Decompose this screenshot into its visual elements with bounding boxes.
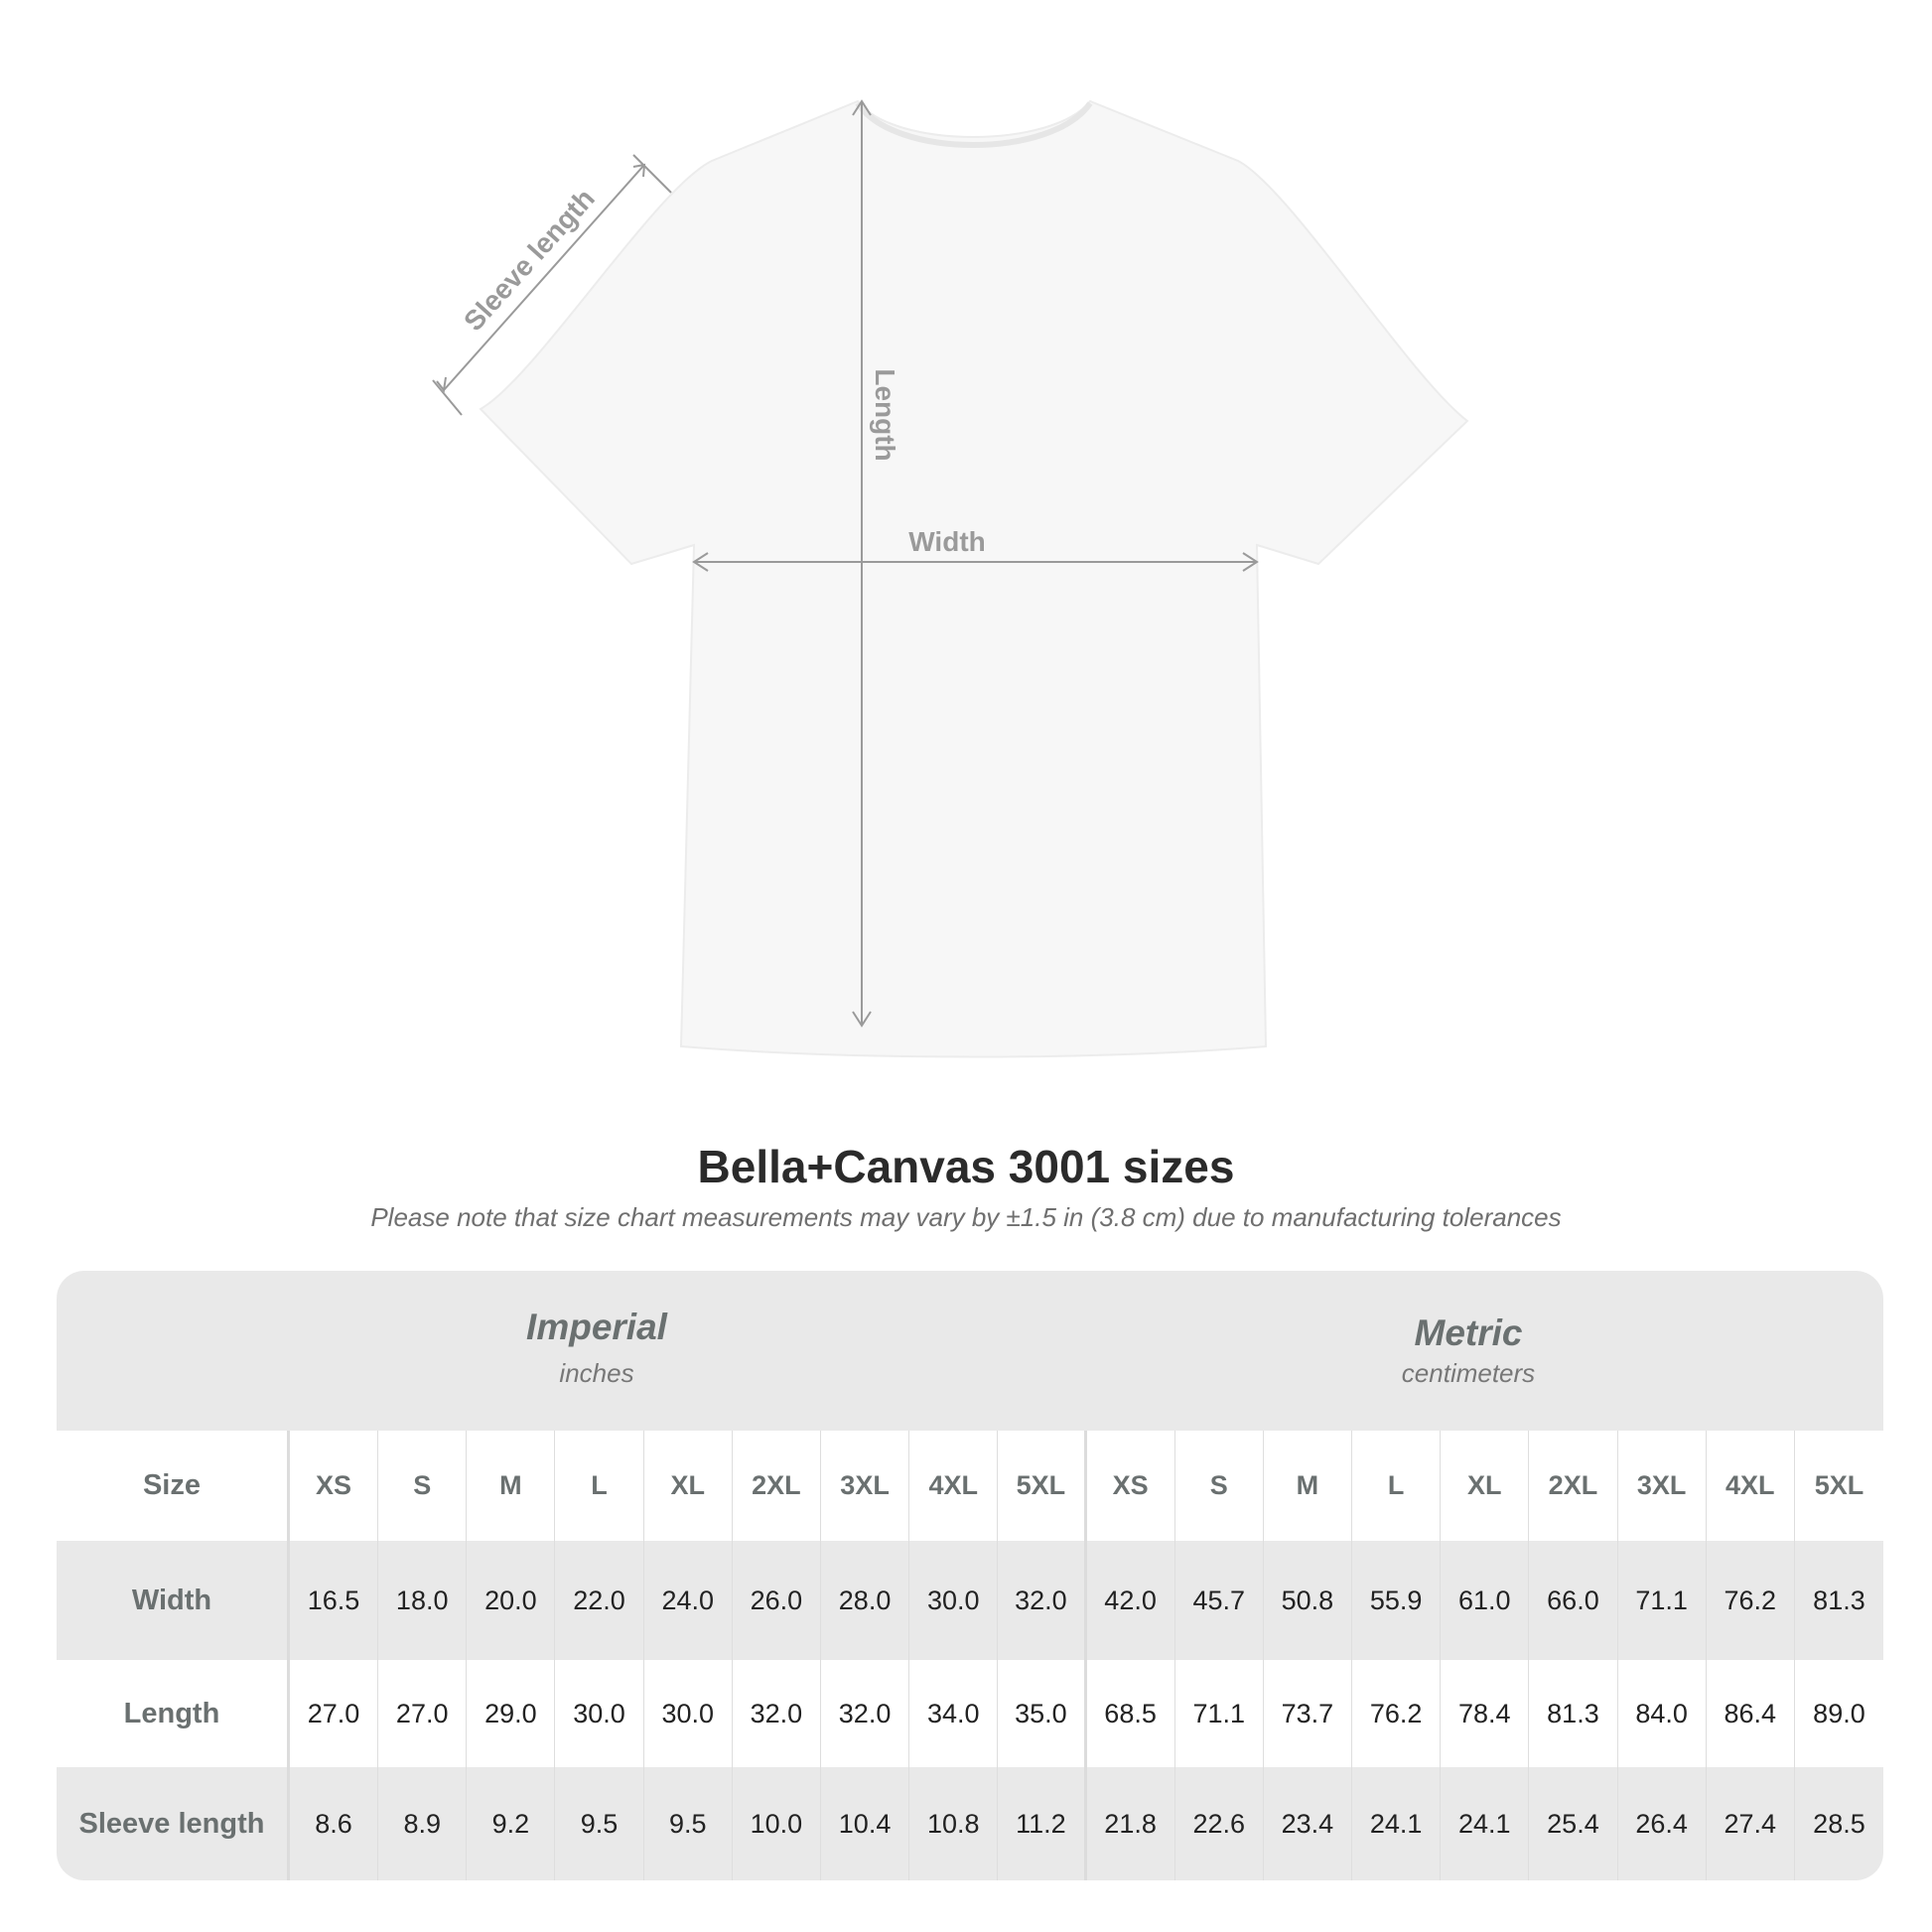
table-cell: 22.6 bbox=[1175, 1767, 1264, 1880]
table-cell: 71.1 bbox=[1618, 1541, 1707, 1660]
table-cell: 28.0 bbox=[821, 1541, 910, 1660]
size-header-cell: 5XL bbox=[1814, 1470, 1864, 1500]
row-label: Sleeve length bbox=[57, 1767, 290, 1880]
metric-group-header: Metric centimeters bbox=[1220, 1312, 1717, 1389]
table-cell: 42.0 bbox=[1087, 1541, 1175, 1660]
table-cell: 55.9 bbox=[1352, 1541, 1442, 1660]
table-cell: 30.0 bbox=[909, 1541, 999, 1660]
table-cell: 25.4 bbox=[1529, 1767, 1618, 1880]
tshirt-collar bbox=[855, 101, 1093, 148]
row-label: Length bbox=[57, 1660, 290, 1767]
table-header-band bbox=[57, 1271, 1883, 1431]
row-band bbox=[57, 1541, 1883, 1660]
width-label: Width bbox=[908, 526, 986, 557]
size-header-cell: 4XL bbox=[1707, 1431, 1795, 1541]
table-cell: 29.0 bbox=[467, 1660, 556, 1767]
size-header-cell: 2XL bbox=[1529, 1431, 1618, 1541]
table-cell: 8.6 bbox=[290, 1767, 379, 1880]
metric-unit: centimeters bbox=[1401, 1358, 1536, 1388]
table-cell: 76.2 bbox=[1707, 1541, 1795, 1660]
table-row: Length 27.0 27.0 29.0 30.0 30.0 32.0 32.0 34.0 35… bbox=[57, 1660, 1883, 1767]
chart-title: Bella+Canvas 3001 sizes bbox=[697, 1141, 1235, 1192]
table-cell: 66.0 bbox=[1529, 1541, 1618, 1660]
table-cell: 27.0 bbox=[290, 1660, 379, 1767]
table-cell: 50.8 bbox=[1264, 1541, 1353, 1660]
table-cell: 11.2 bbox=[998, 1767, 1087, 1880]
row-band bbox=[57, 1767, 1883, 1880]
table-cell: 24.1 bbox=[1352, 1767, 1442, 1880]
table-cell: 34.0 bbox=[909, 1660, 999, 1767]
size-header-cell: 5XL bbox=[998, 1431, 1087, 1541]
size-table: Imperial inches Metric centimeters Size X… bbox=[57, 1271, 1883, 1880]
table-cell: 76.2 bbox=[1352, 1660, 1442, 1767]
imperial-label: Imperial bbox=[526, 1307, 667, 1347]
size-header-cell: S bbox=[378, 1431, 468, 1541]
size-header-cell: 3XL bbox=[821, 1431, 910, 1541]
table-cell: 84.0 bbox=[1618, 1660, 1707, 1767]
table-cell: 81.3 bbox=[1813, 1585, 1865, 1615]
table-cell: 78.4 bbox=[1441, 1660, 1530, 1767]
table-cell: 10.8 bbox=[909, 1767, 999, 1880]
table-cell: 61.0 bbox=[1441, 1541, 1530, 1660]
table-cell: 27.4 bbox=[1707, 1767, 1795, 1880]
tshirt-diagram: Sleeve length Length Width bbox=[432, 99, 1469, 1058]
imperial-group-header: Imperial inches bbox=[348, 1307, 845, 1389]
table-cell: 9.5 bbox=[555, 1767, 644, 1880]
sleeve-arrow bbox=[443, 164, 645, 391]
table-cell: 89.0 bbox=[1813, 1698, 1865, 1728]
table-cell: 81.3 bbox=[1529, 1660, 1618, 1767]
size-header-cell: M bbox=[1264, 1431, 1353, 1541]
row-label: Width bbox=[57, 1541, 290, 1660]
size-header-cell: M bbox=[467, 1431, 556, 1541]
table-cell: 24.0 bbox=[644, 1541, 733, 1660]
size-header-cell: XS bbox=[1087, 1431, 1175, 1541]
table-cell: 73.7 bbox=[1264, 1660, 1353, 1767]
size-header-cell: XL bbox=[1441, 1431, 1530, 1541]
size-header-cell: 3XL bbox=[1618, 1431, 1707, 1541]
table-cell: 71.1 bbox=[1175, 1660, 1264, 1767]
table-cell: 16.5 bbox=[290, 1541, 379, 1660]
table-cell: 26.0 bbox=[733, 1541, 821, 1660]
table-cell: 32.0 bbox=[821, 1660, 910, 1767]
size-header-cell: XS bbox=[290, 1431, 379, 1541]
size-header-cell: L bbox=[1352, 1431, 1442, 1541]
tshirt-shape bbox=[479, 99, 1469, 1058]
table-cell: 27.0 bbox=[378, 1660, 468, 1767]
table-cell: 86.4 bbox=[1707, 1660, 1795, 1767]
size-header-cell: S bbox=[1175, 1431, 1264, 1541]
table-cell: 28.5 bbox=[1813, 1808, 1865, 1839]
table-cell: 23.4 bbox=[1264, 1767, 1353, 1880]
table-cell: 8.9 bbox=[378, 1767, 468, 1880]
size-header-cell: 2XL bbox=[733, 1431, 821, 1541]
table-cell: 9.5 bbox=[644, 1767, 733, 1880]
table-cell: 30.0 bbox=[555, 1660, 644, 1767]
table-cell: 35.0 bbox=[998, 1660, 1087, 1767]
table-cell: 32.0 bbox=[998, 1541, 1087, 1660]
table-cell: 21.8 bbox=[1087, 1767, 1175, 1880]
size-header-cell: L bbox=[555, 1431, 644, 1541]
size-header-cell: XL bbox=[644, 1431, 733, 1541]
table-cell: 68.5 bbox=[1087, 1660, 1175, 1767]
table-cell: 30.0 bbox=[644, 1660, 733, 1767]
table-cell: 32.0 bbox=[733, 1660, 821, 1767]
table-cell: 20.0 bbox=[467, 1541, 556, 1660]
table-cell: 10.0 bbox=[733, 1767, 821, 1880]
table-cell: 45.7 bbox=[1175, 1541, 1264, 1660]
size-header-row: Size XS S M L XL 2XL 3XL 4XL 5XL XS S M L XL 2XL 3XL 4XL 5… bbox=[57, 1431, 1883, 1541]
imperial-unit: inches bbox=[559, 1358, 634, 1388]
table-row: Width 16.5 18.0 20.0 22.0 24.0 26.0 28.0 30.0 32.… bbox=[57, 1541, 1883, 1660]
row-label: Size bbox=[57, 1431, 290, 1541]
metric-label: Metric bbox=[1414, 1312, 1523, 1353]
table-cell: 10.4 bbox=[821, 1767, 910, 1880]
measurement-arrows bbox=[432, 99, 1259, 1028]
table-cell: 9.2 bbox=[467, 1767, 556, 1880]
table-cell: 18.0 bbox=[378, 1541, 468, 1660]
table-cell: 26.4 bbox=[1618, 1767, 1707, 1880]
size-header-cell: 4XL bbox=[909, 1431, 999, 1541]
length-label: Length bbox=[870, 368, 900, 461]
table-cell: 22.0 bbox=[555, 1541, 644, 1660]
tolerance-note: Please note that size chart measurements… bbox=[370, 1202, 1562, 1232]
table-cell: 24.1 bbox=[1441, 1767, 1530, 1880]
table-row: Sleeve length 8.6 8.9 9.2 9.5 9.5 10.0 10.4 10.8… bbox=[57, 1767, 1883, 1880]
